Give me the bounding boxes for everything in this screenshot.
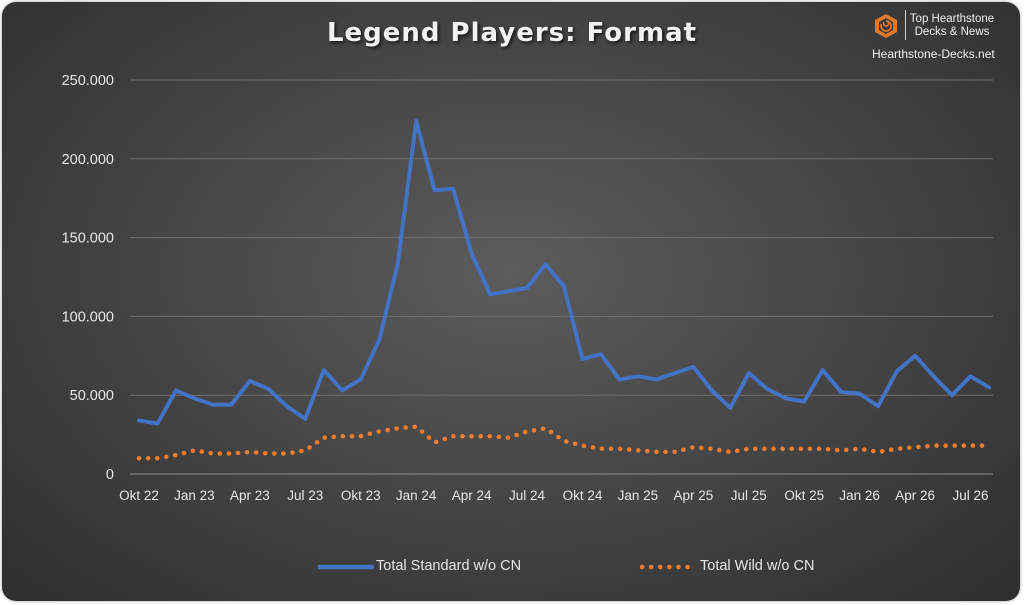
y-tick-label: 100.000 [62, 309, 114, 325]
x-tick-label: Okt 24 [563, 488, 603, 503]
x-tick-label: Apr 24 [452, 488, 492, 503]
brand-divider [905, 10, 906, 40]
brand-tagline-2: Decks & News [914, 26, 990, 38]
series-line-wild [136, 424, 992, 461]
y-tick-label: 0 [106, 467, 114, 483]
x-tick-label: Okt 22 [119, 488, 159, 503]
x-tick-label: Jul 26 [953, 488, 989, 503]
x-axis-tick-labels: Okt 22 Jan 23 Apr 23 Jul 23 Okt 23 Jan 24 Apr … [119, 488, 988, 503]
y-tick-label: 50.000 [70, 388, 114, 404]
legend-swatch-wild [640, 564, 695, 570]
x-tick-label: Jan 26 [839, 488, 880, 503]
x-tick-label: Jan 24 [396, 488, 437, 503]
x-tick-label: Jan 25 [618, 488, 659, 503]
legend-label-wild: Total Wild w/o CN [700, 558, 815, 574]
legend-label-standard: Total Standard w/o CN [376, 558, 522, 574]
x-tick-label: Okt 23 [341, 488, 381, 503]
x-tick-label: Okt 25 [784, 488, 824, 503]
series-line-standard [137, 118, 991, 426]
x-tick-label: Jul 24 [509, 488, 546, 503]
y-tick-label: 200.000 [62, 152, 114, 168]
y-tick-label: 150.000 [62, 231, 114, 247]
chart-title: Legend Players: Format [326, 18, 698, 48]
gridlines [130, 79, 993, 475]
x-tick-label: Apr 25 [673, 488, 713, 503]
brand-block[interactable]: Top Hearthstone Decks & News Hearthstone… [872, 10, 1012, 66]
legend-swatch-standard [318, 564, 374, 570]
data-series [136, 118, 992, 461]
x-tick-label: Apr 23 [230, 488, 270, 503]
y-tick-label: 250.000 [62, 73, 114, 89]
brand-tagline-1: Top Hearthstone [909, 13, 995, 25]
x-tick-label: Jul 25 [731, 488, 767, 503]
x-tick-label: Jan 23 [174, 488, 215, 503]
x-tick-label: Jul 23 [287, 488, 323, 503]
hexagon-swirl-logo-icon [875, 14, 897, 38]
brand-site-link[interactable]: Hearthstone-Decks.net [872, 47, 995, 61]
y-axis-tick-labels: 0 50.000 100.000 150.000 200.000 250.000 [62, 73, 114, 483]
x-tick-label: Apr 26 [895, 488, 935, 503]
